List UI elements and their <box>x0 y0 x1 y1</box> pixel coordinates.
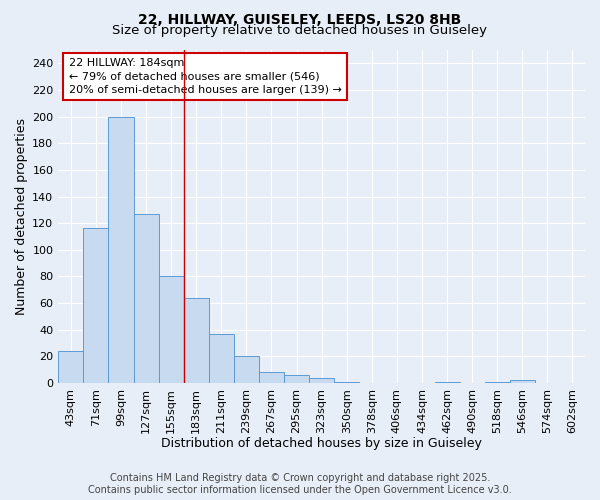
Bar <box>234 356 259 383</box>
Bar <box>109 116 134 383</box>
Bar <box>259 372 284 383</box>
Bar <box>284 375 309 383</box>
Bar <box>184 298 209 383</box>
Text: 22 HILLWAY: 184sqm
← 79% of detached houses are smaller (546)
20% of semi-detach: 22 HILLWAY: 184sqm ← 79% of detached hou… <box>69 58 341 94</box>
X-axis label: Distribution of detached houses by size in Guiseley: Distribution of detached houses by size … <box>161 437 482 450</box>
Y-axis label: Number of detached properties: Number of detached properties <box>15 118 28 315</box>
Bar <box>334 382 359 383</box>
Bar <box>309 378 334 383</box>
Bar <box>510 380 535 383</box>
Bar <box>434 382 460 383</box>
Bar <box>209 334 234 383</box>
Bar <box>83 228 109 383</box>
Text: 22, HILLWAY, GUISELEY, LEEDS, LS20 8HB: 22, HILLWAY, GUISELEY, LEEDS, LS20 8HB <box>139 12 461 26</box>
Bar <box>158 276 184 383</box>
Text: Size of property relative to detached houses in Guiseley: Size of property relative to detached ho… <box>113 24 487 37</box>
Bar <box>485 382 510 383</box>
Bar <box>58 351 83 383</box>
Text: Contains HM Land Registry data © Crown copyright and database right 2025.
Contai: Contains HM Land Registry data © Crown c… <box>88 474 512 495</box>
Bar <box>134 214 158 383</box>
